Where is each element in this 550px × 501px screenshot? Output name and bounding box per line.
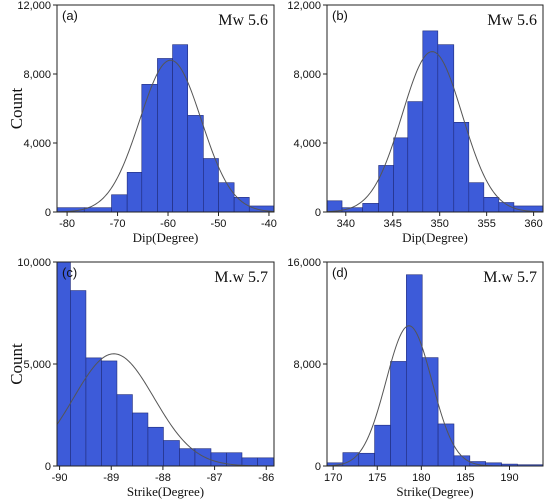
histogram-bar (132, 412, 149, 467)
histogram-bar (203, 158, 219, 213)
histogram-bar (126, 172, 143, 213)
panel-label: (d) (332, 265, 348, 280)
histogram-bar (241, 457, 258, 467)
magnitude-annotation: M.w 5.7 (214, 269, 268, 286)
x-tick-label-86: -86 (258, 472, 274, 484)
magnitude-annotation: Mw 5.6 (487, 12, 537, 29)
panel-label: (b) (332, 8, 348, 23)
histogram-bar (210, 452, 227, 467)
y-tick-label-5-000: 5,000 (23, 359, 51, 371)
plot-frame (326, 4, 544, 213)
histogram-bar (56, 261, 71, 467)
x-tick-label-340: 340 (337, 218, 355, 230)
x-tick-label-190: 190 (500, 472, 518, 484)
normal-fit-curve (56, 59, 275, 213)
plot-frame (56, 4, 275, 213)
histogram-bar (453, 122, 470, 213)
histogram-bar (141, 84, 158, 213)
histogram-panel-4: 170 175 180 185 190 0 8,000 16,000 (d) M.w 5.7 Str… (287, 257, 544, 499)
y-tick-label-8-000: 8,000 (293, 69, 321, 81)
histogram-bar (374, 424, 391, 467)
normal-fit-curve (56, 353, 275, 467)
histogram-panel-2: 340 345 350 355 360 0 4,000 8,000 12,000 (b) Mw 5.… (287, 0, 544, 245)
y-tick-label-8-000: 8,000 (293, 359, 321, 371)
histogram-bar (342, 452, 360, 467)
histogram-bar (483, 197, 500, 213)
histogram-bar (194, 448, 212, 467)
y-tick-label-16-000: 16,000 (287, 257, 321, 269)
histogram-bar (422, 30, 439, 213)
x-axis-label: Strike(Degree) (127, 484, 204, 499)
x-axis-label: Dip(Degree) (402, 230, 468, 245)
x-tick-label-90: -90 (52, 472, 68, 484)
histogram-bar (468, 182, 485, 213)
x-tick-label-89: -89 (103, 472, 119, 484)
x-tick-label-355: 355 (477, 218, 495, 230)
x-tick-label-185: 185 (456, 472, 474, 484)
histogram-bar (218, 182, 235, 213)
y-tick-label-0: 0 (45, 207, 51, 219)
histogram-bar (163, 440, 180, 467)
histogram-bar (407, 101, 424, 213)
histogram-bar (393, 137, 409, 213)
histogram-bar (437, 44, 455, 213)
x-tick-label-180: 180 (412, 472, 430, 484)
x-tick-label-50: -50 (211, 218, 227, 230)
y-axis-label: Count (7, 87, 26, 129)
histogram-bar (358, 452, 375, 467)
histogram-bar (116, 394, 133, 467)
histogram-bar (157, 58, 173, 213)
histogram-bar (437, 423, 455, 467)
y-tick-label-4-000: 4,000 (293, 138, 321, 150)
histogram-bar (179, 448, 196, 467)
histogram-bar (390, 361, 407, 467)
x-tick-label-360: 360 (524, 218, 542, 230)
x-tick-label-175: 175 (368, 472, 386, 484)
histogram-bar (111, 194, 128, 213)
x-axis-label: Dip(Degree) (133, 230, 199, 245)
y-axis-label: Count (7, 343, 26, 385)
x-tick-label-40: -40 (261, 218, 277, 230)
panel-label: (a) (62, 8, 78, 23)
histogram-panel-3: -90 -89 -88 -87 -86 0 5,000 10,000 (c) M.w 5.7 Str… (7, 257, 275, 499)
panel-label: (c) (62, 265, 77, 280)
y-tick-label-10-000: 10,000 (17, 257, 51, 269)
histogram-bar (83, 207, 112, 213)
x-tick-label-60: -60 (160, 218, 176, 230)
y-tick-label-0: 0 (45, 461, 51, 473)
histogram-bar (172, 44, 189, 213)
x-tick-label-350: 350 (431, 218, 449, 230)
histogram-bar (147, 426, 164, 467)
normal-fit-curve (326, 51, 544, 213)
y-tick-label-8-000: 8,000 (23, 69, 51, 81)
histogram-bar (70, 290, 87, 467)
x-tick-label-87: -87 (207, 472, 223, 484)
x-axis-label: Strike(Degree) (396, 484, 473, 499)
histogram-bar (362, 203, 379, 213)
histogram-bar (378, 165, 394, 213)
magnitude-annotation: Mw 5.6 (218, 12, 268, 29)
y-tick-label-4-000: 4,000 (23, 138, 51, 150)
histogram-panel-1: -80 -70 -60 -50 -40 0 4,000 8,000 12,000 (a) Mw 5.… (7, 0, 277, 245)
x-tick-label-70: -70 (110, 218, 126, 230)
x-tick-label-345: 345 (384, 218, 402, 230)
y-tick-label-0: 0 (315, 207, 321, 219)
x-tick-label-170: 170 (324, 472, 342, 484)
histogram-bar (406, 274, 423, 467)
histogram-bar (257, 457, 275, 467)
y-tick-label-12-000: 12,000 (287, 0, 321, 12)
x-tick-label-88: -88 (155, 472, 171, 484)
histogram-bar (187, 115, 204, 213)
y-tick-label-12-000: 12,000 (17, 0, 51, 12)
y-tick-label-0: 0 (315, 461, 321, 473)
x-tick-label-80: -80 (59, 218, 75, 230)
histogram-bar (101, 360, 118, 467)
magnitude-annotation: M.w 5.7 (483, 269, 537, 286)
